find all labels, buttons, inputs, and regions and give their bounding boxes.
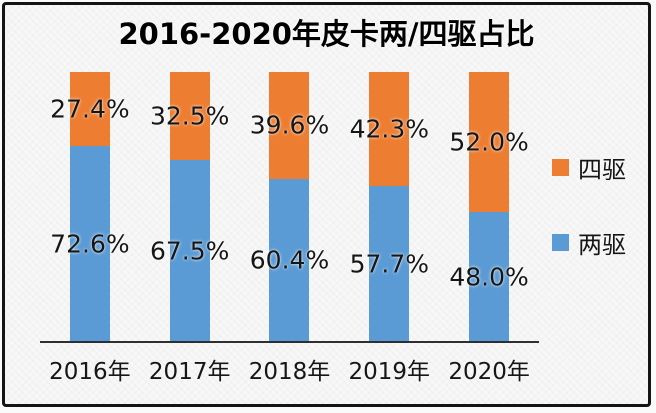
x-axis-label: 2017年 [148, 359, 231, 385]
bar-group: 39.6% 60.4% [240, 72, 340, 342]
legend-item-两驱: 两驱 [552, 225, 626, 260]
chart-title: 2016-2020年皮卡两/四驱占比 [118, 17, 535, 51]
bar-segment-四驱 [469, 72, 510, 213]
x-axis-label: 2018年 [248, 359, 331, 385]
stacked-bar [69, 72, 110, 342]
bar-segment-两驱 [369, 186, 410, 342]
stacked-bar [269, 72, 310, 342]
bar-segment-两驱 [269, 178, 310, 342]
bar-segment-两驱 [169, 159, 210, 342]
bar-segment-四驱 [169, 72, 210, 160]
bar-group: 52.0% 48.0% [439, 72, 539, 342]
legend-item-四驱: 四驱 [552, 150, 626, 185]
legend-label: 四驱 [578, 156, 626, 184]
data-label-四驱: 52.0% [449, 127, 529, 157]
x-axis-labels: 2016年 2017年 2018年 2019年 2020年 [40, 352, 539, 386]
bar-segment-四驱 [369, 72, 410, 187]
bar-segment-四驱 [269, 72, 310, 179]
x-axis-line [40, 341, 539, 343]
bar-group: 32.5% 67.5% [140, 72, 240, 342]
data-label-两驱: 67.5% [149, 236, 230, 266]
bar-segment-四驱 [69, 72, 110, 146]
legend-label: 两驱 [578, 231, 626, 259]
plot-area: 27.4% 72.6% 32.5% 67.5% 39.6% 60.4% 42.3% 57.7%… [40, 72, 539, 342]
x-axis-label: 2016年 [49, 359, 131, 385]
x-axis-label: 2020年 [448, 359, 530, 385]
data-label-两驱: 60.4% [249, 245, 330, 275]
data-label-四驱: 27.4% [50, 94, 130, 124]
data-label-两驱: 57.7% [349, 249, 429, 279]
bar-group: 27.4% 72.6% [40, 72, 140, 342]
legend-swatch-icon [552, 234, 569, 251]
data-label-两驱: 72.6% [50, 229, 130, 259]
data-label-两驱: 48.0% [449, 262, 529, 292]
x-axis-label: 2019年 [348, 359, 431, 385]
stacked-bar [469, 72, 510, 342]
data-label-四驱: 32.5% [149, 101, 230, 131]
data-label-四驱: 39.6% [249, 110, 330, 140]
stacked-bar [369, 72, 410, 342]
legend-swatch-icon [552, 159, 569, 176]
chart-frame: 2016-2020年皮卡两/四驱占比 27.4% 72.6% 32.5% 67.5% 3… [2, 2, 651, 407]
bar-group: 42.3% 57.7% [339, 72, 439, 342]
bar-segment-两驱 [469, 212, 510, 342]
data-label-四驱: 42.3% [349, 114, 429, 144]
stacked-bar [169, 72, 210, 342]
bar-segment-两驱 [69, 145, 110, 342]
legend: 四驱 两驱 [552, 150, 626, 300]
